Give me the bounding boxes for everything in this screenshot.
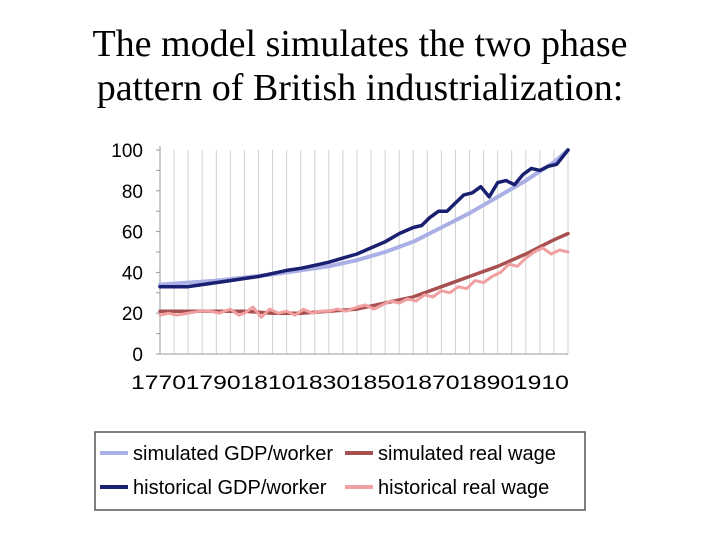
y-tick-label: 60: [122, 223, 143, 244]
slide-title-line-2: pattern of British industrialization:: [96, 67, 624, 109]
chart-series: [158, 148, 570, 319]
x-tick-label: 1910: [514, 373, 569, 394]
x-tick-label: 1830: [295, 373, 350, 394]
chart-axes: [156, 146, 568, 355]
legend-label: simulated GDP/worker: [133, 443, 333, 465]
legend-label: historical GDP/worker: [133, 477, 327, 499]
x-tick-label: 1870: [405, 373, 460, 394]
slide-title: The model simulates the two phase patter…: [0, 22, 720, 110]
x-tick-label: 1890: [459, 373, 514, 394]
series-line-historical-gdp-worker: [158, 148, 570, 289]
chart-legend: simulated GDP/worker simulated real wage h…: [94, 431, 586, 511]
y-tick-label: 20: [122, 304, 143, 325]
x-tick-label: 1790: [186, 373, 241, 394]
y-tick-label: 100: [111, 141, 143, 162]
x-tick-label: 1770: [131, 373, 186, 394]
chart-grid: [159, 150, 569, 354]
series-line-simulated-real-wage: [158, 231, 570, 315]
series-line-historical-real-wage: [158, 246, 570, 319]
y-tick-label: 80: [122, 182, 143, 203]
x-tick-label: 1810: [240, 373, 295, 394]
y-tick-label: 0: [132, 345, 143, 366]
y-tick-label: 40: [122, 263, 143, 284]
x-tick-label: 1850: [350, 373, 405, 394]
chart-tick-labels: 0 20 40 60 80 100 1770 1790 1810 1830 1850 1870 1890…: [111, 141, 569, 394]
slide-title-line-1: The model simulates the two phase: [92, 23, 628, 65]
legend-box: [94, 431, 586, 511]
legend-label: simulated real wage: [378, 443, 556, 465]
legend-label: historical real wage: [378, 477, 549, 499]
